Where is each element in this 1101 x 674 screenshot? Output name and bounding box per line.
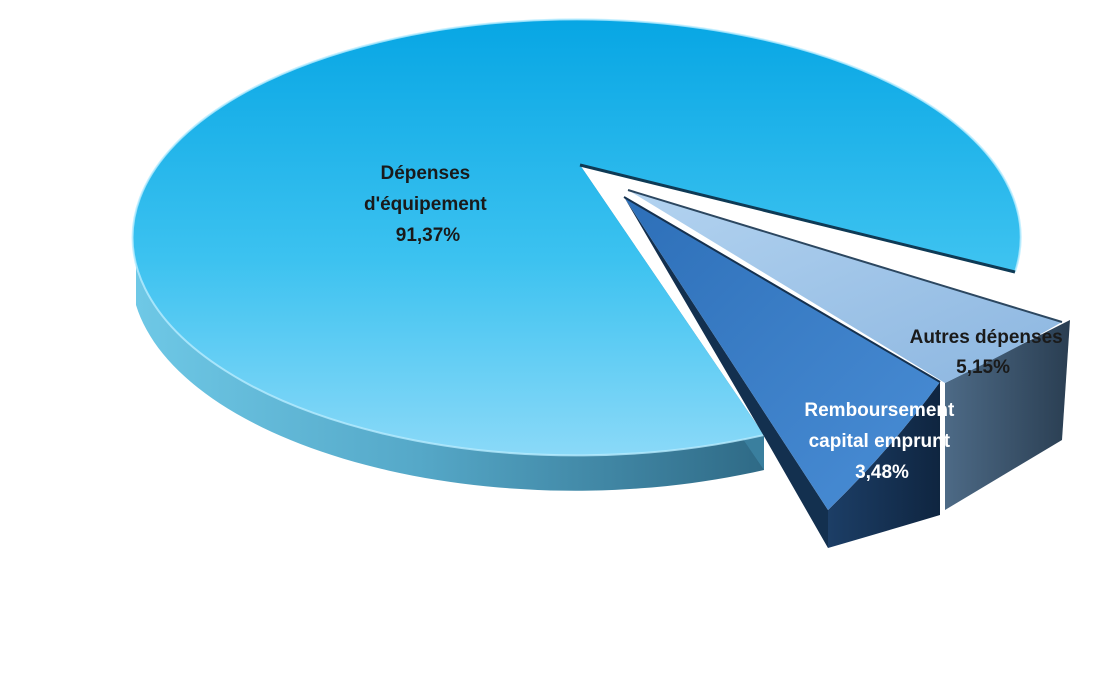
label-autres-depenses: Autres dépenses 5,15% [910, 327, 1068, 378]
label-autres-depenses-line-1: Autres dépenses [910, 327, 1063, 348]
label-remboursement-value: 3,48% [855, 462, 909, 483]
slice-depenses-equipement-top [132, 19, 1021, 456]
slice-autres-depenses-top [628, 190, 1062, 383]
slice-remboursement-top [624, 197, 940, 510]
label-remboursement-line-1: Remboursement [804, 400, 955, 421]
slice-remboursement-side [828, 382, 940, 548]
slice-autres-depenses [627, 189, 1070, 510]
slice-autres-depenses-edge [627, 189, 1063, 323]
label-depenses-equipement-line-2: d'équipement [364, 194, 487, 215]
label-depenses-equipement-value: 91,37% [396, 225, 461, 246]
label-depenses-equipement: Dépenses d'équipement 91,37% [364, 163, 492, 246]
slice-depenses-equipement-rim [131, 18, 1022, 457]
slice-depenses-equipement-apex-edge [579, 163, 1016, 274]
slice-depenses-equipement-side [136, 248, 764, 491]
slice-depenses-equipement [131, 18, 1022, 491]
label-remboursement-line-2: capital emprunt [809, 431, 951, 452]
slice-remboursement [623, 196, 941, 548]
slice-remboursement-top-edge [623, 196, 941, 383]
label-remboursement: Remboursement capital emprunt 3,48% [804, 400, 959, 483]
label-depenses-equipement-line-1: Dépenses [380, 163, 470, 184]
label-autres-depenses-value: 5,15% [956, 357, 1010, 378]
